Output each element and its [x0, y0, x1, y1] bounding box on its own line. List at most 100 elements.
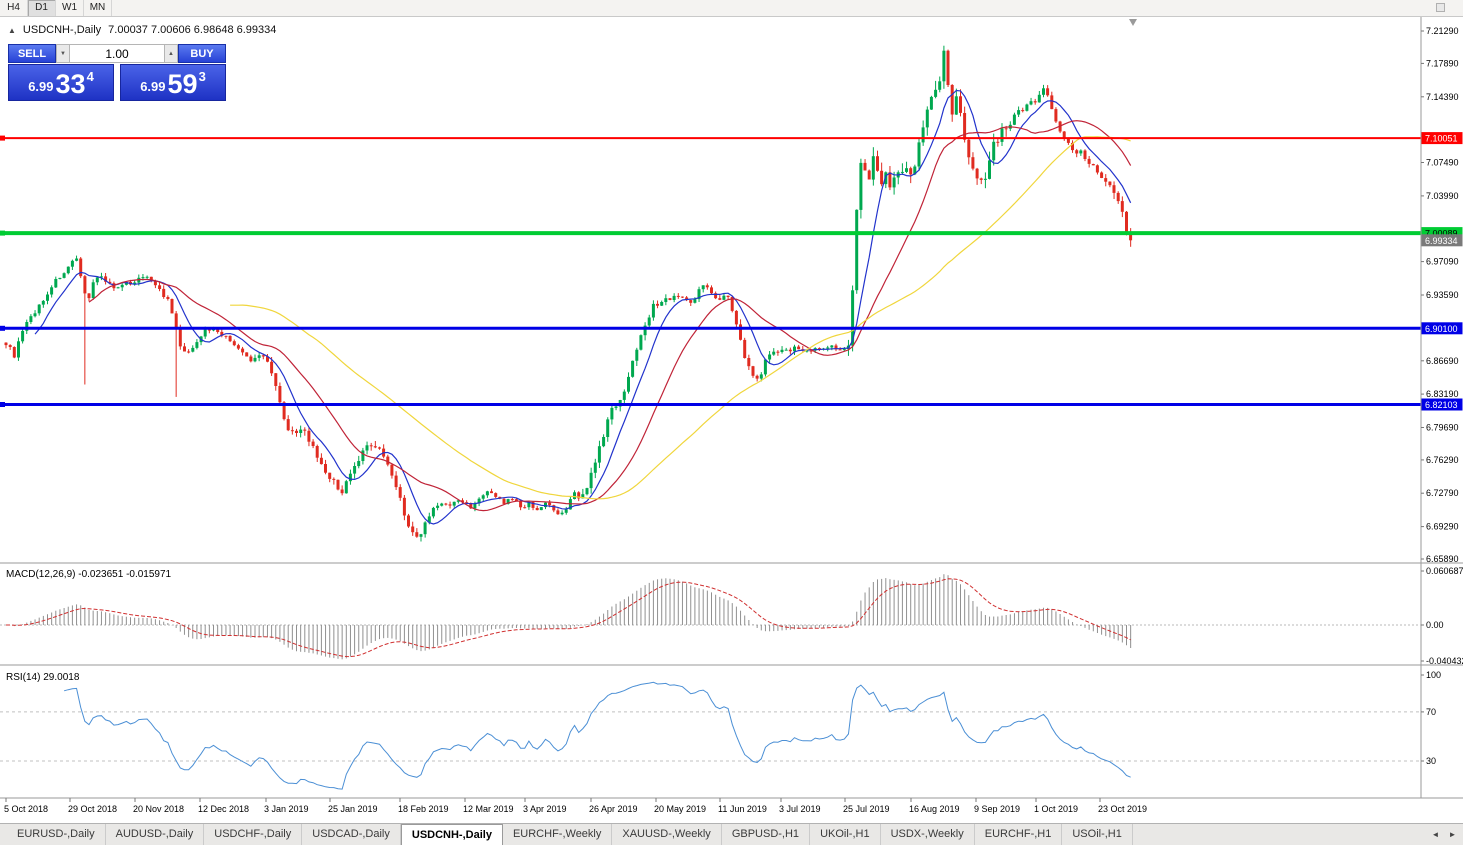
sell-price-box[interactable]: 6.99 33 4 — [8, 64, 114, 101]
candle-body — [950, 85, 954, 115]
candle-body — [672, 295, 676, 300]
volume-decrease-icon[interactable]: ▼ — [56, 44, 70, 63]
chart-tab-usdx-weekly[interactable]: USDX-,Weekly — [881, 824, 975, 845]
candle-body — [25, 322, 29, 331]
candle-body — [685, 297, 689, 301]
chart-tab-xauusd-weekly[interactable]: XAUUSD-,Weekly — [612, 824, 722, 845]
candle-body — [809, 350, 813, 352]
candle-body — [759, 374, 763, 379]
time-axis-label: 20 May 2019 — [654, 804, 706, 814]
candle-body — [913, 166, 917, 175]
rsi-axis-label: 100 — [1426, 670, 1441, 680]
candle-body — [1054, 109, 1058, 122]
candle-body — [1075, 150, 1079, 154]
price-badge-6.90100: 6.90100 — [1421, 322, 1463, 335]
chart-shift-marker-icon[interactable] — [1129, 19, 1137, 26]
candle-body — [772, 351, 776, 355]
candle-body — [573, 492, 576, 499]
tabs-scroll-arrows: ◄ ► — [1428, 826, 1460, 843]
candle-body — [1012, 114, 1016, 125]
chart-title: ▲ USDCNH-,Daily 7.00037 7.00606 6.98648 … — [8, 24, 276, 36]
volume-input[interactable] — [70, 44, 164, 63]
time-axis-label: 12 Dec 2018 — [198, 804, 249, 814]
candle-body — [431, 507, 435, 517]
candle-body — [855, 209, 859, 291]
chart-tab-usdcnh-daily[interactable]: USDCNH-,Daily — [400, 824, 503, 845]
time-axis-area[interactable] — [0, 798, 1421, 823]
candle-body — [747, 358, 751, 367]
candle-body — [597, 446, 601, 463]
candle-body — [577, 492, 581, 499]
candle-body — [336, 479, 340, 490]
candle-body — [610, 407, 614, 420]
chart-tab-eurchf-weekly[interactable]: EURCHF-,Weekly — [503, 824, 613, 845]
sell-button[interactable]: SELL — [8, 44, 56, 63]
hline-anchor-6.82103[interactable] — [0, 402, 5, 407]
candle-body — [1062, 131, 1066, 139]
buy-price-box[interactable]: 6.99 59 3 — [120, 64, 226, 101]
chart-tab-audusd-daily[interactable]: AUDUSD-,Daily — [106, 824, 205, 845]
price-axis: 7.21290 7.17890 7.14390 7.07490 7.03990 6.970… — [1421, 26, 1459, 564]
candle-body — [876, 156, 879, 171]
candle-body — [701, 285, 705, 290]
toolbar-handle-icon[interactable] — [1436, 3, 1445, 12]
candle-body — [531, 501, 535, 508]
chart-tab-usoil-h1[interactable]: USOil-,H1 — [1062, 824, 1133, 845]
candle-body — [207, 329, 211, 331]
collapse-one-click-icon[interactable]: ▲ — [8, 25, 16, 35]
chart-tab-usdchf-daily[interactable]: USDCHF-,Daily — [204, 824, 303, 845]
candle-body — [1004, 128, 1008, 130]
candle-body — [319, 457, 323, 465]
candle-body — [141, 277, 145, 279]
candle-body — [871, 156, 875, 180]
candle-body — [983, 178, 987, 180]
candle-body — [274, 373, 278, 386]
hline-anchor-7.00089[interactable] — [0, 230, 5, 236]
chart-tab-eurchf-h1[interactable]: EURCHF-,H1 — [975, 824, 1063, 845]
candle-body — [162, 288, 166, 297]
volume-increase-icon[interactable]: ▲ — [164, 44, 178, 63]
one-click-trading-panel: SELL ▼ ▲ BUY 6.99 33 4 6.99 59 3 — [8, 44, 226, 101]
timeframe-button-mn[interactable]: MN — [84, 0, 112, 16]
chart-tab-eurusd-daily[interactable]: EURUSD-,Daily — [7, 824, 106, 845]
rsi-pane: 100 70 30 RSI(14) 29.0018 — [0, 670, 1441, 790]
time-axis-label: 18 Feb 2019 — [398, 804, 449, 814]
tabs-scroll-left-icon[interactable]: ◄ — [1428, 826, 1443, 843]
candle-body — [407, 515, 410, 527]
time-axis-label: 3 Apr 2019 — [523, 804, 567, 814]
chart-tab-ukoil-h1[interactable]: UKOil-,H1 — [810, 824, 881, 845]
candle-body — [315, 446, 319, 458]
timeframe-button-w1[interactable]: W1 — [56, 0, 84, 16]
timeframe-button-h4[interactable]: H4 — [0, 0, 28, 16]
candle-body — [75, 258, 79, 261]
chart-tab-gbpusd-h1[interactable]: GBPUSD-,H1 — [722, 824, 811, 845]
price-axis-label: 6.83190 — [1426, 389, 1459, 399]
timeframe-button-d1[interactable]: D1 — [28, 0, 56, 16]
price-badge-6.82103: 6.82103 — [1421, 398, 1463, 411]
candle-body — [270, 361, 274, 374]
candle-body — [826, 347, 830, 349]
price-scale-area[interactable] — [1421, 17, 1463, 798]
candle-body — [249, 356, 253, 362]
candle-body — [784, 349, 788, 351]
candle-body — [54, 279, 58, 288]
candle-body — [91, 282, 95, 298]
candle-body — [842, 349, 846, 351]
candle-body — [481, 495, 485, 499]
candle-body — [195, 342, 199, 348]
candle-body — [602, 437, 606, 447]
hline-anchor-6.90100[interactable] — [0, 325, 5, 331]
buy-button[interactable]: BUY — [178, 44, 226, 63]
candle-body — [589, 472, 593, 489]
chart-tab-usdcad-daily[interactable]: USDCAD-,Daily — [302, 824, 401, 845]
candle-body — [100, 276, 103, 278]
candle-body — [1120, 201, 1124, 212]
candle-body — [660, 302, 664, 306]
candle-body — [755, 375, 759, 379]
candle-body — [62, 273, 66, 278]
tabs-scroll-right-icon[interactable]: ► — [1445, 826, 1460, 843]
time-axis-label: 20 Nov 2018 — [133, 804, 184, 814]
hline-anchor-7.10051[interactable] — [0, 135, 5, 141]
candle-body — [340, 489, 344, 494]
candle-body — [108, 281, 112, 284]
